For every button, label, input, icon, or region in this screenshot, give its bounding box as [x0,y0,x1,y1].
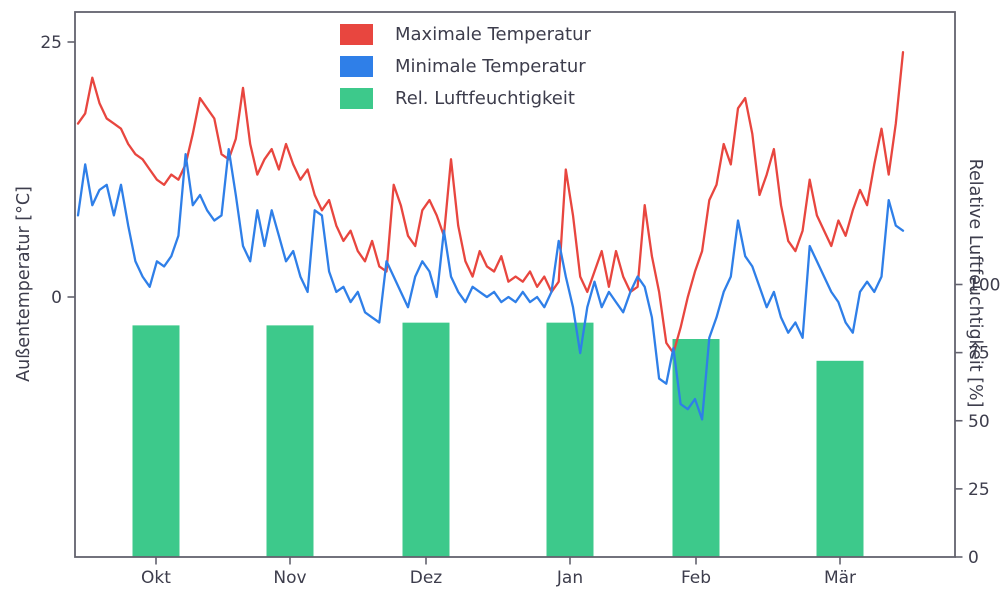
x-tick-label: Okt [141,568,171,588]
min-temp-swatch-icon [340,56,373,77]
x-tick-label: Dez [410,568,443,588]
humidity-bar [546,322,594,557]
max-temp-swatch-icon [340,24,373,45]
legend-label-max-temp: Maximale Temperatur [395,24,591,45]
right-tick-label: 25 [968,480,990,500]
legend-item-min-temp: Minimale Temperatur [340,56,591,77]
right-axis-title: Relative Luftfeuchtigkeit [%] [965,158,985,408]
legend: Maximale Temperatur Minimale Temperatur … [340,24,591,109]
legend-item-max-temp: Maximale Temperatur [340,24,591,45]
right-tick-label: 0 [968,548,979,568]
right-tick-label: 100 [968,276,1000,296]
legend-label-humidity: Rel. Luftfeuchtigkeit [395,88,575,109]
x-tick-label: Nov [273,568,306,588]
right-tick-label: 75 [968,344,990,364]
left-tick-label: 0 [51,288,62,308]
x-tick-label: Mär [824,568,856,588]
humidity-bar [672,339,720,557]
right-tick-label: 50 [968,412,990,432]
legend-item-humidity: Rel. Luftfeuchtigkeit [340,88,591,109]
humidity-bar [132,325,180,557]
humidity-bar [816,360,864,557]
left-axis-title: Außentemperatur [°C] [14,186,34,382]
humidity-bar [266,325,314,557]
left-tick-label: 25 [40,33,62,53]
x-tick-label: Feb [681,568,711,588]
humidity-bar [402,322,450,557]
humidity-swatch-icon [340,88,373,109]
max-temp-line [76,51,905,355]
x-tick-label: Jan [556,568,583,588]
min-temp-line [76,147,905,421]
legend-label-min-temp: Minimale Temperatur [395,56,586,77]
